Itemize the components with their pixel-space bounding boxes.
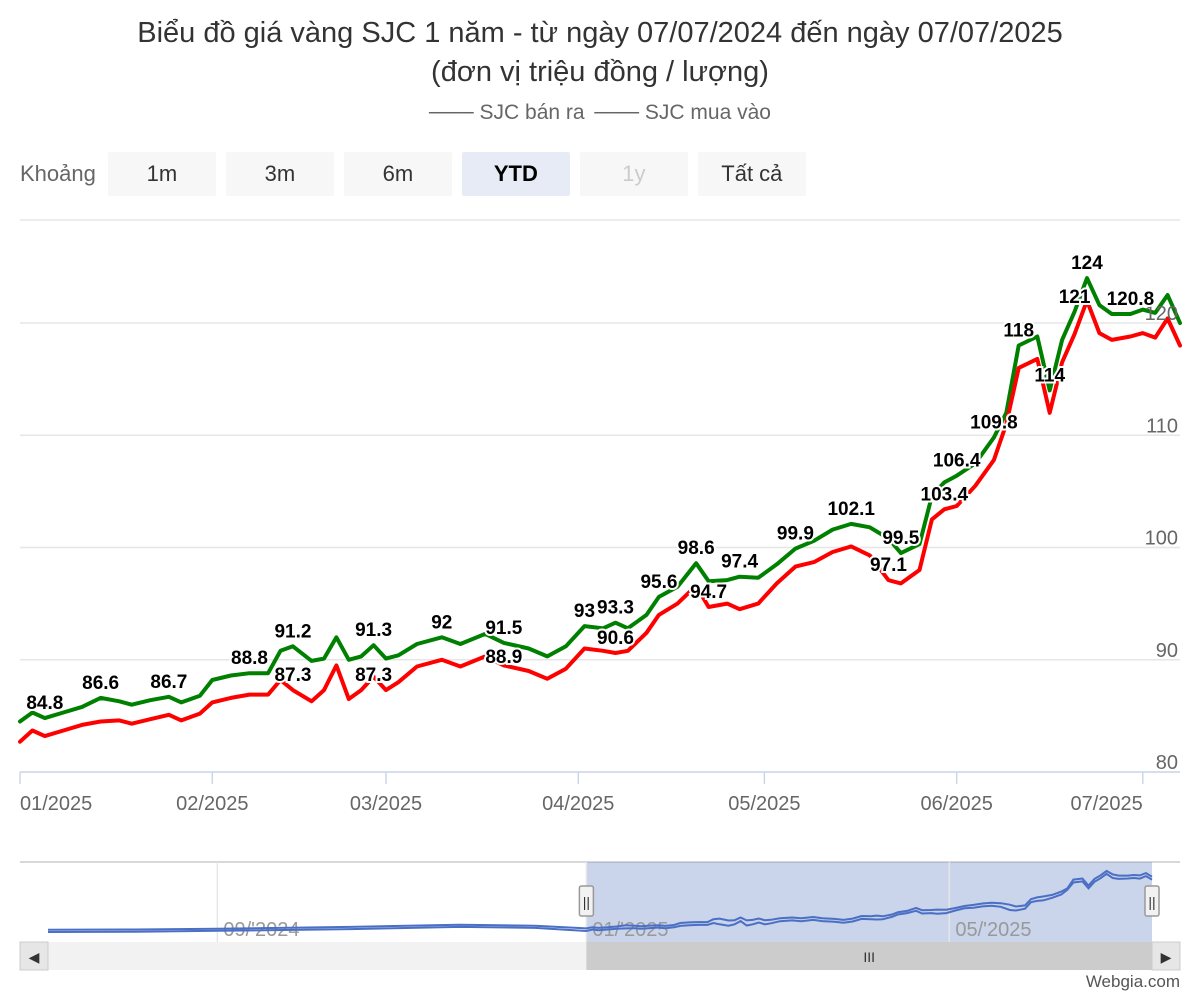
scroll-right-button[interactable]: ▶ (1151, 941, 1181, 971)
x-tick-label: 04/2025 (542, 793, 614, 815)
y-tick-label: 80 (1156, 752, 1178, 774)
data-label: 91.2 (274, 621, 311, 642)
range-button-all[interactable]: Tất cả (697, 152, 806, 196)
legend: ─── SJC bán ra ─── SJC mua vào (0, 101, 1200, 125)
range-button-1m[interactable]: 1m (107, 152, 216, 196)
x-tick-label: 03/2025 (350, 793, 422, 815)
data-label: 87.3 (274, 665, 311, 686)
navigator-handle-right[interactable]: || (1144, 885, 1160, 917)
range-selector: Khoảng 1m 3m 6m YTD 1y Tất cả (20, 152, 816, 196)
data-label: 114 (1034, 365, 1065, 386)
navigator-tick-label: 05/'2025 (955, 919, 1031, 941)
series-line-sell (18, 276, 1182, 724)
data-label: 98.6 (678, 538, 715, 559)
svg-text:||: || (1148, 894, 1155, 910)
range-button-3m[interactable]: 3m (225, 152, 334, 196)
navigator-selection-mask (586, 862, 1152, 942)
credits-link[interactable]: Webgia.com (1085, 972, 1180, 991)
y-tick-label: 90 (1156, 640, 1178, 662)
data-label: 93.3 (597, 598, 634, 619)
range-button-1y: 1y (579, 152, 688, 196)
data-label: 88.8 (231, 648, 268, 669)
scroll-left-icon: ◀ (29, 949, 40, 965)
series-line-buy (18, 298, 1182, 744)
data-label: 99.9 (777, 524, 814, 545)
data-label: 109.8 (970, 413, 1018, 434)
y-tick-label: 100 (1145, 528, 1178, 550)
data-label: 97.1 (870, 555, 907, 576)
data-label: 95.6 (640, 572, 677, 593)
data-label: 118 (1003, 320, 1034, 341)
data-label: 90.6 (597, 628, 634, 649)
y-tick-label: 120 (1145, 303, 1178, 325)
data-label: 124 (1071, 253, 1103, 274)
data-label: 88.9 (485, 647, 522, 668)
data-label: 84.8 (26, 693, 63, 714)
data-label: 87.3 (355, 665, 392, 686)
navigator-handle-left[interactable]: || (578, 885, 595, 917)
legend-item-sell[interactable]: ─── SJC bán ra (429, 101, 585, 124)
legend-item-buy[interactable]: ─── SJC mua vào (594, 101, 771, 124)
x-tick-label: 05/2025 (728, 793, 800, 815)
data-label: 92 (431, 612, 452, 633)
data-label: 99.5 (882, 528, 919, 549)
data-label: 103.4 (921, 484, 969, 505)
data-label: 106.4 (933, 451, 981, 472)
x-tick-label: 07/2025 (1070, 793, 1142, 815)
data-label: 97.4 (721, 552, 758, 573)
data-label: 86.7 (150, 672, 187, 693)
range-button-6m[interactable]: 6m (343, 152, 452, 196)
data-label: 102.1 (827, 499, 875, 520)
data-label: 120.8 (1107, 289, 1155, 310)
range-selector-label: Khoảng (20, 161, 96, 186)
x-tick-label: 06/2025 (921, 793, 993, 815)
navigator-series-line (47, 869, 1153, 931)
scroll-left-button[interactable]: ◀ (19, 941, 49, 971)
main-chart[interactable]: 01/2025 02/2025 03/2025 04/2025 05/2025 06/20… (0, 0, 1200, 850)
chart-title: Biểu đồ giá vàng SJC 1 năm - từ ngày 07/… (137, 17, 1063, 49)
y-tick-label: 110 (1146, 415, 1178, 437)
data-label: 91.5 (485, 618, 522, 639)
data-label: 91.3 (355, 620, 392, 641)
x-tick-label: 02/2025 (176, 793, 248, 815)
data-label: 94.7 (690, 582, 727, 603)
range-button-ytd[interactable]: YTD (461, 152, 570, 196)
navigator-series-line (47, 872, 1153, 933)
data-label: 93 (574, 601, 595, 622)
x-tick-label: 01/2025 (20, 793, 92, 815)
scrollbar-thumb[interactable]: III (586, 942, 1152, 970)
svg-text:||: || (583, 894, 590, 910)
chart-subtitle: (đơn vị triệu đồng / lượng) (431, 56, 769, 88)
svg-text:III: III (863, 949, 875, 965)
scroll-right-icon: ▶ (1161, 949, 1172, 965)
data-label: 86.6 (82, 673, 119, 694)
navigator-tick-label: 01/'2025 (592, 919, 668, 941)
data-label: 121 (1059, 287, 1091, 308)
